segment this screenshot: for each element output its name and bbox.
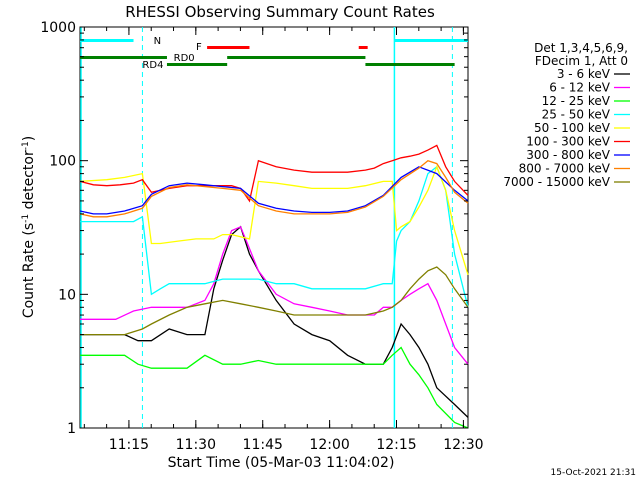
- rd0-flag-label: RD0: [174, 53, 195, 64]
- x-tick-label: 12:15: [376, 437, 416, 453]
- legend-label: 3 - 6 keV: [557, 67, 611, 81]
- chart-title: RHESSI Observing Summary Count Rates: [125, 3, 435, 21]
- x-tick-label: 11:15: [109, 437, 149, 453]
- legend-label: 25 - 50 keV: [542, 108, 611, 122]
- series-line-1: [80, 225, 469, 418]
- saa-flag-bar: [207, 46, 250, 49]
- series-line-2: [80, 225, 469, 365]
- series-line-5: [79, 164, 469, 275]
- legend-label: 100 - 300 keV: [526, 135, 610, 149]
- series-line-6: [79, 144, 469, 203]
- legend-header-line-1: Det 1,3,4,5,6,9,: [534, 41, 628, 55]
- legend-label: 6 - 12 keV: [549, 81, 611, 95]
- legend-label: 12 - 25 keV: [542, 94, 611, 108]
- x-tick-label: 11:30: [176, 437, 216, 453]
- timestamp: 15-Oct-2021 21:31: [551, 468, 636, 478]
- x-tick-label: 12:00: [309, 437, 349, 453]
- saa-flag-label: F: [196, 42, 202, 53]
- legend-header-line-2: FDecim 1, Att 0: [535, 54, 628, 68]
- legend-label: 7000 - 15000 keV: [503, 175, 610, 189]
- series-line-3: [80, 346, 469, 429]
- legend-label: 50 - 100 keV: [534, 121, 611, 135]
- night-flag-bar: [394, 39, 468, 42]
- y-tick-label: 100: [49, 154, 76, 170]
- legend-label: 800 - 7000 keV: [519, 162, 611, 176]
- rd4-flag-label: RD4: [142, 60, 163, 71]
- series-line-7: [79, 166, 469, 215]
- series-line-8: [79, 159, 469, 218]
- rd0-flag-bar: [80, 56, 167, 59]
- series-line-9: [80, 266, 469, 336]
- x-tick-label: 12:30: [443, 437, 483, 453]
- y-axis-label: Count Rate (s-1 detector-1): [21, 136, 37, 318]
- rd4-flag-bar: [365, 63, 455, 66]
- plot-area: [79, 26, 469, 429]
- night-flag-label: N: [154, 36, 161, 47]
- rd0-flag-bar: [227, 56, 366, 59]
- y-tick-label: 1: [67, 421, 76, 437]
- series-line-4: [80, 165, 469, 308]
- y-tick-label: 1000: [40, 20, 76, 36]
- legend-label: 300 - 800 keV: [526, 148, 610, 162]
- plot-border: [79, 26, 469, 429]
- x-tick-label: 11:45: [243, 437, 283, 453]
- x-axis-label: Start Time (05-Mar-03 11:04:02): [168, 455, 395, 471]
- rd4-flag-bar: [166, 63, 228, 66]
- series-layer: [79, 144, 469, 429]
- legend: Det 1,3,4,5,6,9, FDecim 1, Att 0 3 - 6 k…: [503, 41, 630, 189]
- y-tick-label: 10: [58, 287, 76, 303]
- night-flag-bar: [80, 39, 134, 42]
- axes-layer: 11:15 11:30 11:45 12:00 12:15 12:30 1 10 100 1000: [40, 20, 483, 453]
- saa-flag-bar: [358, 46, 368, 49]
